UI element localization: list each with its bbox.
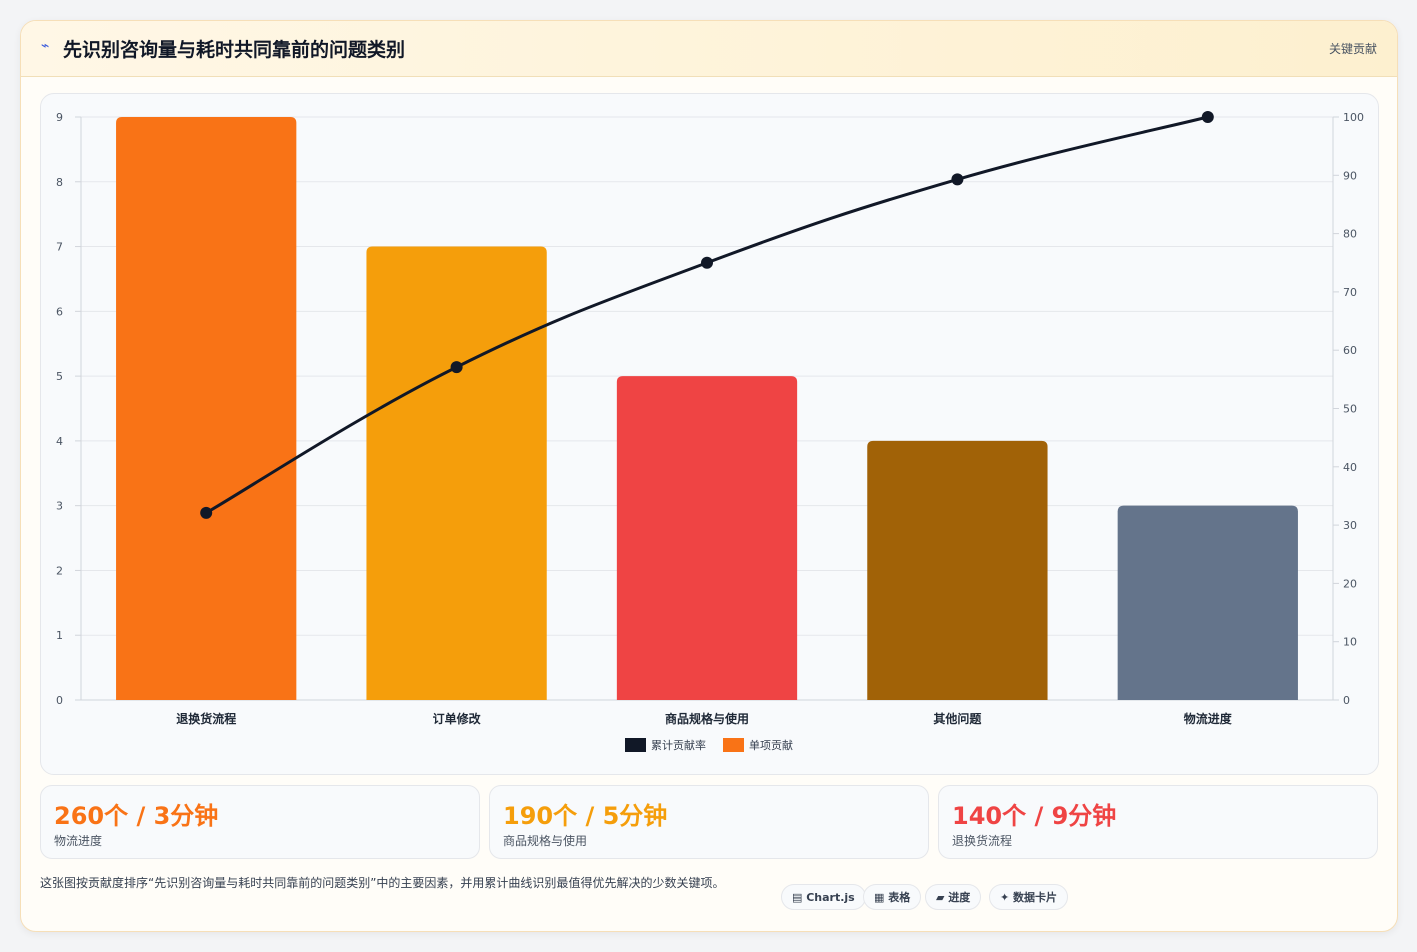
y-right-tick-label: 60 <box>1343 344 1357 357</box>
y-right-tick-label: 20 <box>1343 577 1357 590</box>
y-right-tick-label: 40 <box>1343 461 1357 474</box>
legend-swatch <box>625 738 646 752</box>
cumulative-point <box>951 173 964 186</box>
x-category-label: 商品规格与使用 <box>665 711 749 726</box>
stat-label: 退换货流程 <box>952 834 1013 848</box>
y-right-tick-label: 70 <box>1343 286 1357 299</box>
cumulative-point <box>1201 111 1214 123</box>
y-left-tick-label: 8 <box>56 176 63 189</box>
y-left-tick-label: 6 <box>56 305 63 318</box>
tag-progress[interactable]: ▰ 进度 <box>925 884 982 910</box>
tag-table[interactable]: ▦ 表格 <box>863 884 922 910</box>
x-category-label: 退换货流程 <box>176 711 236 726</box>
y-right-tick-label: 80 <box>1343 228 1357 241</box>
stat-value: 190个 / 5分钟 <box>503 802 668 830</box>
x-category-label: 订单修改 <box>433 711 482 726</box>
stat-card-2: 190个 / 5分钟 商品规格与使用 <box>489 785 929 859</box>
y-left-tick-label: 9 <box>56 111 63 124</box>
page-title: 先识别咨询量与耗时共同靠前的问题类别 <box>63 39 406 61</box>
cumulative-point <box>450 361 463 374</box>
chart-card: ⌁ 先识别咨询量与耗时共同靠前的问题类别 关键贡献 0 1 2 3 4 5 6 7 8 9 0 10 2… <box>20 20 1398 932</box>
bar <box>1117 505 1298 700</box>
stat-value: 140个 / 9分钟 <box>952 802 1117 830</box>
pareto-chart-panel: 0 1 2 3 4 5 6 7 8 9 0 10 20 30 40 50 60 70 80 90 100 退换货流程 订单修… <box>40 93 1379 775</box>
y-right-tick-label: 50 <box>1343 403 1357 416</box>
tag-data-card[interactable]: ✦ 数据卡片 <box>989 884 1069 910</box>
y-left-tick-label: 4 <box>56 435 63 448</box>
x-category-label: 物流进度 <box>1184 711 1233 726</box>
y-left-tick-label: 7 <box>56 241 63 254</box>
x-category-label: 其他问题 <box>933 711 982 726</box>
y-left-tick-label: 3 <box>56 500 63 513</box>
cumulative-point <box>200 506 213 519</box>
legend-swatch <box>723 738 744 752</box>
y-right-tick-label: 90 <box>1343 169 1357 182</box>
cumulative-point <box>701 256 713 269</box>
y-left-tick-label: 5 <box>56 370 63 383</box>
y-left-tick-label: 0 <box>56 694 63 707</box>
y-left-tick-label: 2 <box>56 564 63 577</box>
chart-description: 这张图按贡献度排序“先识别咨询量与耗时共同靠前的问题类别”中的主要因素，并用累计… <box>40 876 725 890</box>
stat-label: 物流进度 <box>54 834 103 848</box>
bar <box>867 440 1048 700</box>
stat-label: 商品规格与使用 <box>503 834 588 848</box>
card-header: ⌁ 先识别咨询量与耗时共同靠前的问题类别 关键贡献 <box>21 21 1397 77</box>
stat-value: 260个 / 3分钟 <box>54 802 219 830</box>
lightning-icon: ⌁ <box>41 38 50 54</box>
stat-card-1: 260个 / 3分钟 物流进度 <box>40 785 480 859</box>
legend-label: 累计贡献率 <box>651 738 706 752</box>
tag-chartjs[interactable]: ▤ Chart.js <box>781 884 866 910</box>
bar <box>616 376 798 700</box>
bar <box>366 246 547 701</box>
bar <box>116 117 297 700</box>
y-right-tick-label: 30 <box>1343 519 1357 532</box>
stat-card-3: 140个 / 9分钟 退换货流程 <box>938 785 1378 859</box>
y-left-tick-label: 1 <box>56 629 63 642</box>
y-right-tick-label: 0 <box>1343 694 1350 707</box>
y-right-tick-label: 10 <box>1343 636 1357 649</box>
legend-label: 单项贡献 <box>749 738 793 752</box>
key-contribution-badge: 关键贡献 <box>1328 42 1377 56</box>
y-right-tick-label: 100 <box>1343 111 1364 124</box>
